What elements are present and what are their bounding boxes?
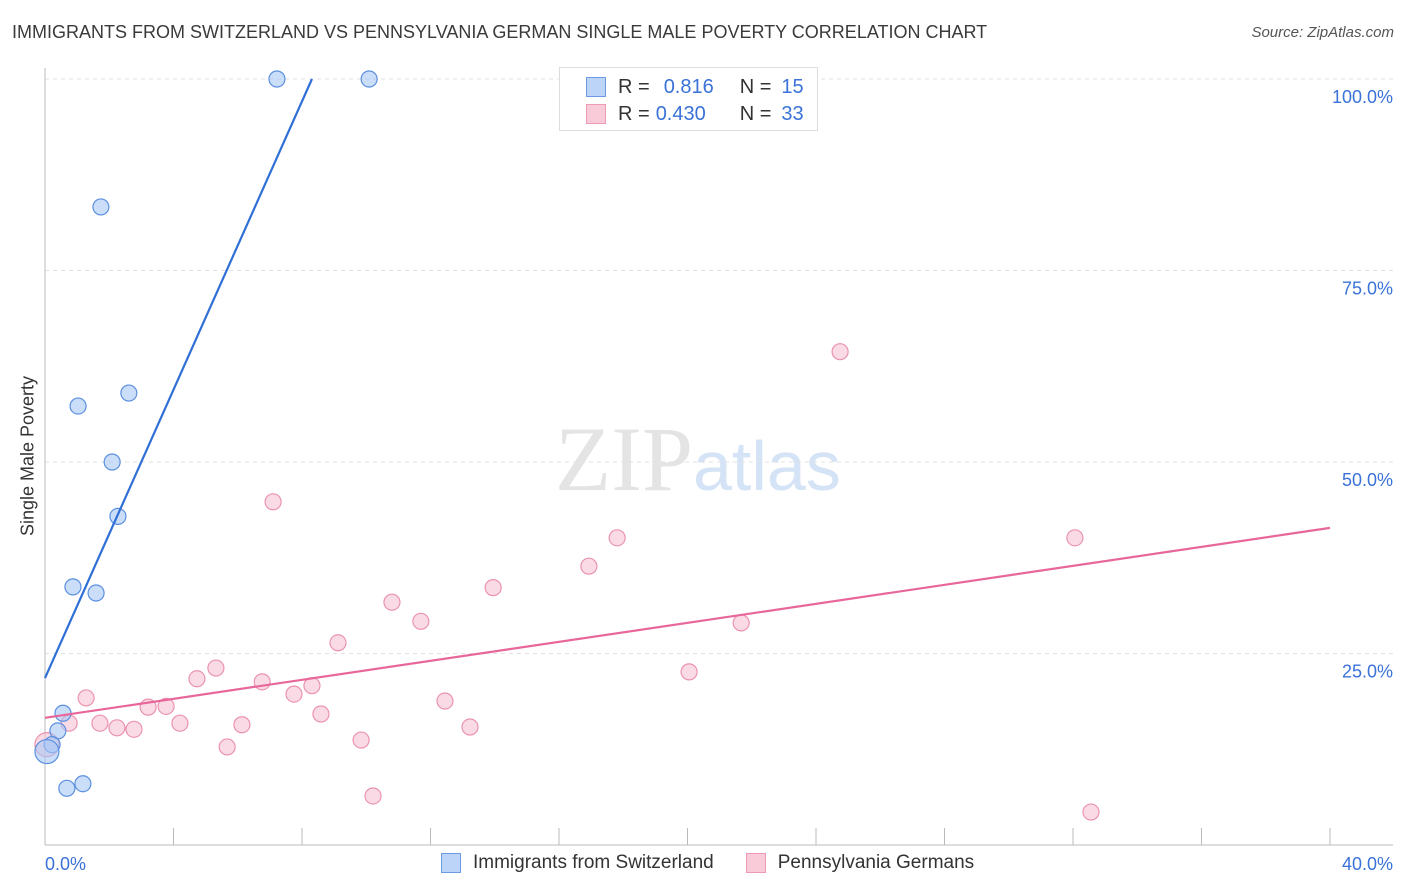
y-tick-label: 25.0% [1342, 662, 1393, 682]
data-point [383, 593, 401, 611]
n-value: 33 [781, 102, 804, 125]
data-point [412, 612, 430, 630]
data-point [125, 720, 143, 738]
watermark: ZIPatlas [555, 408, 841, 510]
n-label: N = [739, 75, 772, 98]
data-point [364, 787, 382, 805]
data-point [77, 689, 95, 707]
legend-row-pennsylvania: R = 0.430 N = 33 [586, 101, 804, 127]
chart-title: IMMIGRANTS FROM SWITZERLAND VS PENNSYLVA… [12, 22, 988, 42]
data-point [461, 718, 479, 736]
data-point [218, 738, 236, 756]
data-point [108, 719, 126, 737]
data-point [58, 779, 76, 797]
data-point [171, 714, 189, 732]
data-point [1082, 803, 1100, 821]
series-legend: Immigrants from Switzerland Pennsylvania… [441, 852, 974, 874]
y-tick-label: 50.0% [1342, 470, 1393, 490]
data-point [329, 634, 347, 652]
legend-swatch-pink [586, 104, 606, 124]
data-point [157, 697, 175, 715]
data-point [91, 714, 109, 732]
x-tick-label: 40.0% [1342, 854, 1393, 874]
data-point [352, 731, 370, 749]
data-point [92, 198, 110, 216]
data-point [188, 670, 206, 688]
data-point [680, 663, 698, 681]
legend-swatch-blue [441, 853, 461, 873]
legend-label-pennsylvania: Pennsylvania Germans [777, 852, 975, 873]
data-point [484, 579, 502, 597]
stats-legend: R = 0.816 N = 15 R = 0.430 N = 33 [559, 67, 818, 131]
data-point [312, 705, 330, 723]
data-point [580, 557, 598, 575]
legend-label-switzerland: Immigrants from Switzerland [473, 852, 714, 873]
data-point [831, 343, 849, 361]
data-point [608, 529, 626, 547]
data-point [64, 578, 82, 596]
n-value: 15 [781, 75, 804, 98]
y-tick-label: 100.0% [1332, 87, 1393, 107]
data-point [436, 692, 454, 710]
n-label: N = [739, 102, 772, 125]
data-point [120, 384, 138, 402]
data-point [69, 397, 87, 415]
source-label: Source: ZipAtlas.com [1251, 24, 1394, 41]
data-point [732, 614, 750, 632]
data-point [360, 70, 378, 88]
data-point [34, 738, 60, 765]
r-value: 0.430 [655, 102, 706, 125]
legend-swatch-blue [586, 77, 606, 97]
data-point [1066, 529, 1084, 547]
data-point [285, 685, 303, 703]
data-point [264, 493, 282, 511]
trend-line [44, 526, 1331, 719]
legend-row-switzerland: R = 0.816 N = 15 [586, 74, 804, 100]
legend-swatch-pink [745, 853, 766, 873]
data-point [87, 584, 105, 602]
x-tick-label: 0.0% [45, 854, 86, 874]
r-label: R = [618, 75, 650, 98]
data-point [74, 775, 92, 793]
r-label: R = [618, 102, 650, 125]
data-point [233, 716, 251, 734]
trend-line [43, 78, 313, 679]
data-point [207, 659, 225, 677]
r-value: 0.816 [663, 75, 714, 98]
data-point [268, 70, 286, 88]
y-tick-label: 75.0% [1342, 279, 1393, 299]
data-point [103, 453, 121, 471]
